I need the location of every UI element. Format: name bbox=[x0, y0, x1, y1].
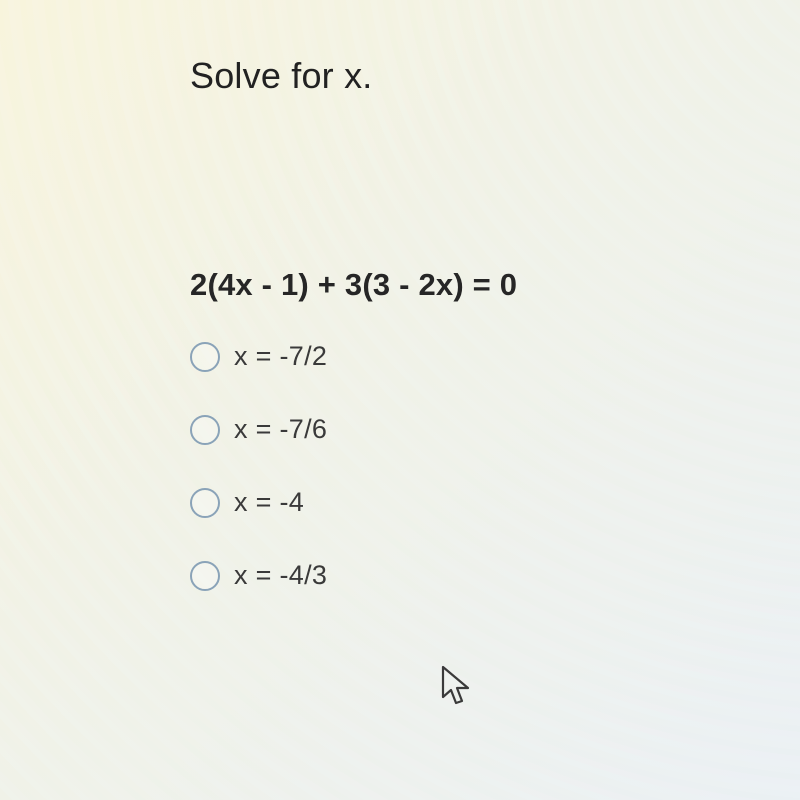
option-a[interactable]: x = -7/2 bbox=[190, 341, 517, 372]
question-prompt: Solve for x. bbox=[190, 55, 517, 97]
cursor-icon bbox=[440, 665, 474, 714]
option-label: x = -7/2 bbox=[234, 341, 327, 372]
option-d[interactable]: x = -4/3 bbox=[190, 560, 517, 591]
option-b[interactable]: x = -7/6 bbox=[190, 414, 517, 445]
question-block: Solve for x. 2(4x - 1) + 3(3 - 2x) = 0 x… bbox=[190, 55, 517, 633]
option-label: x = -4/3 bbox=[234, 560, 327, 591]
radio-icon bbox=[190, 561, 220, 591]
radio-icon bbox=[190, 415, 220, 445]
option-label: x = -7/6 bbox=[234, 414, 327, 445]
option-c[interactable]: x = -4 bbox=[190, 487, 517, 518]
radio-icon bbox=[190, 488, 220, 518]
radio-icon bbox=[190, 342, 220, 372]
question-equation: 2(4x - 1) + 3(3 - 2x) = 0 bbox=[190, 267, 517, 303]
quiz-screen: Solve for x. 2(4x - 1) + 3(3 - 2x) = 0 x… bbox=[0, 0, 800, 800]
option-label: x = -4 bbox=[234, 487, 304, 518]
